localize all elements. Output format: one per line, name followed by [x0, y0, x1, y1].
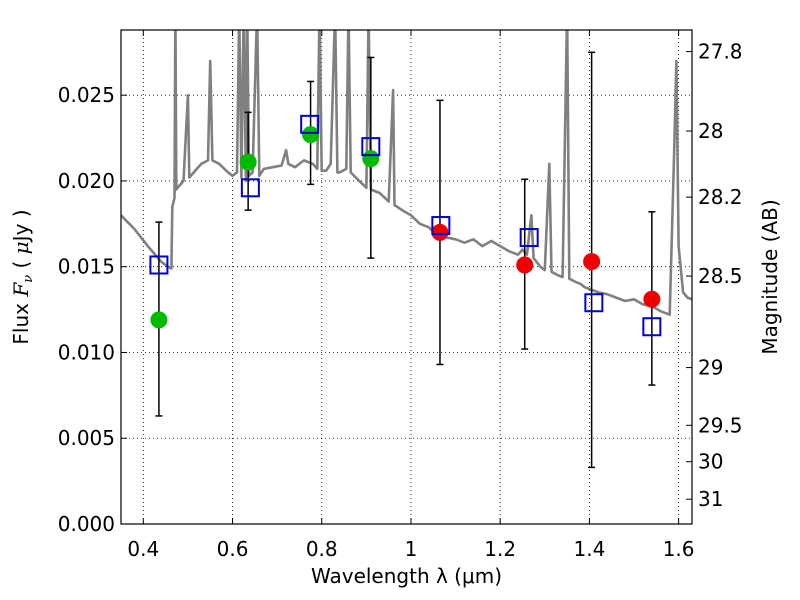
observed-red-point — [643, 290, 661, 308]
x-tick-label: 0.6 — [217, 537, 249, 561]
y-axis-label-part-4: ( — [9, 254, 33, 275]
y2-tick-label: 28 — [698, 119, 723, 143]
x-tick-label: 1.4 — [573, 537, 605, 561]
markers-layer — [149, 51, 662, 469]
observed-red-point — [516, 256, 534, 274]
x-tick-label: 1 — [405, 537, 418, 561]
y-axis-label: Flux Fν ( μJy ) — [9, 209, 36, 344]
observed-red-point — [583, 253, 601, 271]
grid-lines — [121, 30, 692, 524]
y-axis-label-part-1: Flux — [9, 297, 33, 345]
y-tick-label: 0.025 — [58, 83, 115, 107]
y2-tick-label: 29 — [698, 356, 723, 380]
y2-tick-label: 31 — [698, 487, 723, 511]
observed-green-point — [362, 150, 380, 168]
x-tick-label: 0.8 — [306, 537, 338, 561]
y2-tick-label: 28.2 — [698, 185, 743, 209]
y2-tick-label: 27.8 — [698, 40, 743, 64]
observed-green-point — [302, 126, 320, 144]
model-photometry-square — [300, 114, 320, 134]
y-tick-label: 0.005 — [58, 426, 115, 450]
axis-ticks: 0.4 0.6 0.8 1 1.2 1.4 1.6 0.000 0.005 0.010 0.015 0… — [58, 30, 743, 561]
model-photometry-square — [149, 255, 169, 275]
model-photometry-square — [642, 317, 662, 337]
plot-frame — [120, 29, 693, 525]
y2-axis-label: Magnitude (AB) — [758, 199, 782, 354]
y2-tick-label: 29.5 — [698, 413, 743, 437]
y-axis-label-part-3: ν — [21, 275, 36, 283]
y-axis-label-part-6: Jy ) — [9, 209, 33, 243]
observed-green-point — [239, 153, 257, 171]
model-spectrum-line — [121, 30, 692, 316]
x-tick-label: 1.6 — [663, 537, 695, 561]
spectrum-layer — [121, 30, 692, 316]
model-photometry-square — [584, 293, 604, 313]
x-tick-label: 1.2 — [484, 537, 516, 561]
observed-red-point — [431, 223, 449, 241]
y-tick-label: 0.020 — [58, 169, 115, 193]
y2-tick-label: 30 — [698, 450, 723, 474]
y-tick-label: 0.015 — [58, 255, 115, 279]
x-tick-label: 0.4 — [127, 537, 159, 561]
y2-tick-label: 28.5 — [698, 264, 743, 288]
y-tick-label: 0.010 — [58, 340, 115, 364]
model-photometry-square — [361, 137, 381, 157]
y-axis-label-part-5: μ — [9, 241, 33, 254]
observed-green-point — [150, 311, 168, 329]
y-axis-label-part-2: F — [9, 282, 33, 298]
model-photometry-square — [240, 178, 260, 198]
y-tick-label: 0.000 — [58, 512, 115, 536]
model-photometry-square — [431, 216, 451, 236]
x-axis-label: Wavelength λ (μm) — [311, 564, 502, 588]
model-photometry-square — [519, 228, 539, 248]
